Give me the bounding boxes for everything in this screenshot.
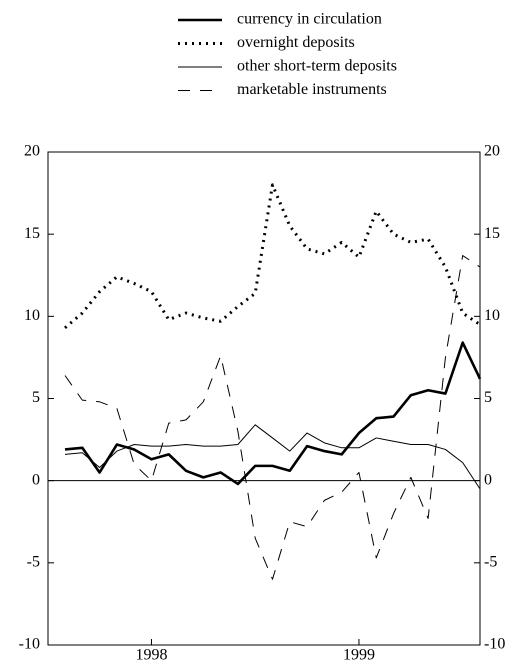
x-tick-label: 1999 [343, 647, 375, 664]
x-tick-label: 1998 [135, 647, 167, 664]
legend-label: other short-term deposits [237, 58, 397, 75]
y2-tick-label: 0 [484, 471, 492, 488]
line-series [64, 424, 481, 490]
legend-label: overnight deposits [237, 34, 355, 51]
y-tick-label: 0 [32, 471, 40, 488]
y-tick-label: -10 [19, 636, 40, 653]
line-series [64, 183, 481, 329]
y-tick-label: 10 [24, 307, 40, 324]
y2-tick-label: 15 [484, 225, 500, 242]
y-tick-label: -5 [27, 554, 40, 571]
legend-label: currency in circulation [237, 11, 382, 28]
y2-tick-label: 5 [484, 389, 492, 406]
line-series [64, 341, 482, 486]
y2-tick-label: -5 [484, 554, 497, 571]
y2-tick-label: -10 [484, 636, 505, 653]
y2-tick-label: 10 [484, 307, 500, 324]
y-tick-label: 15 [24, 225, 40, 242]
line-series [64, 255, 481, 580]
y-tick-label: 20 [24, 143, 40, 160]
legend-label: marketable instruments [237, 81, 387, 98]
y2-tick-label: 20 [484, 143, 500, 160]
y-tick-label: 5 [32, 389, 40, 406]
plot-frame [47, 151, 481, 646]
